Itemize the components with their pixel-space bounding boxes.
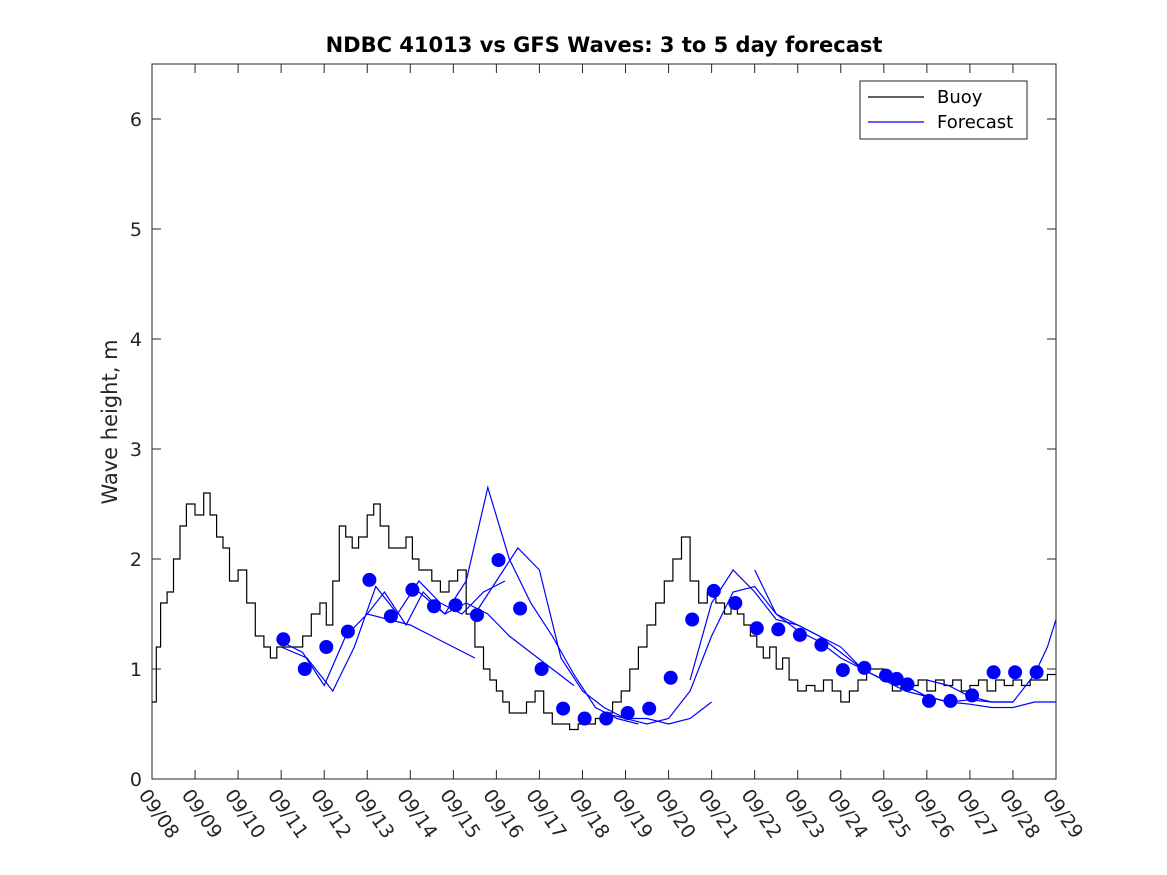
forecast-marker: [835, 663, 850, 678]
forecast-marker: [448, 598, 463, 613]
forecast-marker: [427, 599, 441, 614]
y-tick-label: 1: [130, 659, 142, 681]
forecast-series-line: [366, 590, 575, 686]
forecast-marker: [986, 665, 1001, 680]
forecast-marker: [383, 609, 398, 624]
forecast-marker: [792, 627, 807, 642]
y-tick-label: 3: [130, 439, 142, 461]
forecast-marker: [599, 711, 614, 726]
chart-title: NDBC 41013 vs GFS Waves: 3 to 5 day fore…: [326, 33, 883, 57]
forecast-marker: [749, 621, 764, 636]
forecast-marker: [857, 660, 872, 675]
forecast-marker: [620, 706, 635, 720]
forecast-marker: [340, 624, 355, 639]
forecast-marker: [642, 701, 657, 716]
forecast-series-line: [418, 485, 639, 725]
y-tick-label: 0: [130, 769, 142, 791]
forecast-marker: [965, 688, 980, 703]
legend-label: Buoy: [937, 87, 983, 108]
y-tick-label: 4: [130, 329, 142, 351]
y-tick-label: 6: [130, 109, 142, 131]
forecast-marker: [405, 582, 420, 597]
plot-frame: [151, 63, 1057, 780]
forecast-marker: [1008, 665, 1023, 680]
forecast-marker: [889, 671, 904, 686]
forecast-series-line: [474, 547, 712, 725]
forecast-marker: [685, 612, 700, 627]
forecast-marker: [534, 662, 549, 676]
forecast-marker: [556, 701, 571, 716]
forecast-marker: [319, 640, 334, 654]
forecast-marker: [922, 693, 936, 708]
y-axis-label: Wave height, m: [98, 339, 122, 504]
forecast-series-line: [926, 619, 1056, 703]
forecast-marker: [706, 583, 721, 598]
legend-label: Forecast: [937, 112, 1013, 133]
forecast-marker: [1029, 665, 1044, 680]
forecast-marker: [362, 572, 377, 587]
forecast-marker: [470, 608, 484, 623]
forecast-marker: [577, 711, 592, 726]
forecast-marker: [814, 637, 829, 652]
forecast-marker: [900, 677, 915, 692]
forecast-marker: [943, 693, 958, 708]
forecast-marker: [728, 596, 743, 610]
forecast-marker: [276, 632, 291, 647]
forecast-marker: [491, 553, 506, 568]
forecast-marker: [879, 668, 893, 683]
forecast-marker: [513, 601, 528, 616]
forecast-marker: [297, 662, 312, 676]
forecast-marker: [663, 670, 678, 685]
y-tick-label: 2: [130, 549, 142, 571]
forecast-series-line: [280, 613, 476, 687]
forecast-marker: [771, 622, 786, 637]
plot-area: 012345609/0809/0909/1009/1109/1209/1309/…: [130, 63, 1087, 843]
y-tick-label: 5: [130, 219, 142, 241]
legend-box: [859, 80, 1028, 140]
